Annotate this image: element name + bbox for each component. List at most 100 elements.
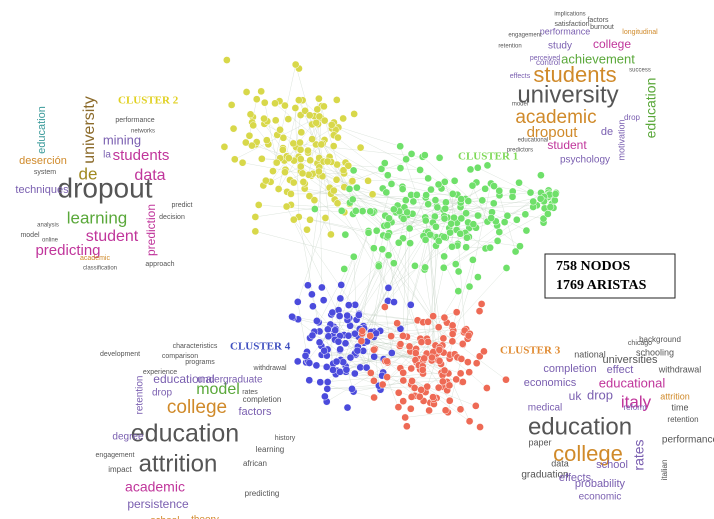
node	[279, 133, 288, 142]
node	[384, 231, 392, 240]
node	[242, 88, 251, 96]
node	[440, 252, 449, 261]
node	[399, 397, 408, 405]
cloud-word: classification	[83, 266, 117, 272]
node	[481, 184, 490, 193]
node	[348, 177, 357, 185]
node	[431, 196, 440, 204]
cloud-word: control	[536, 58, 560, 67]
node	[370, 352, 379, 361]
node	[241, 138, 250, 147]
node	[333, 199, 342, 208]
node	[435, 346, 444, 354]
node	[310, 196, 319, 204]
cloud-word: decision	[159, 214, 185, 221]
cloud-word: online	[42, 238, 59, 244]
node	[368, 190, 377, 199]
cloud-word: medical	[528, 403, 562, 414]
cloud-word: students	[113, 147, 170, 164]
node	[474, 211, 482, 220]
edge	[427, 321, 507, 380]
node	[435, 357, 444, 365]
node	[315, 167, 323, 176]
node	[458, 340, 467, 348]
node	[394, 238, 403, 247]
cloud-word: drop	[624, 113, 641, 122]
node	[282, 202, 291, 211]
node	[429, 312, 437, 320]
node	[358, 207, 367, 215]
node	[389, 205, 398, 214]
node	[407, 364, 416, 373]
cloud-word: retention	[135, 376, 146, 415]
cluster-label: CLUSTER 1	[458, 151, 518, 163]
node	[348, 195, 357, 204]
node	[406, 404, 415, 413]
edge	[432, 267, 444, 317]
cloud-word: economics	[524, 377, 577, 389]
node	[271, 116, 280, 125]
edge	[388, 233, 395, 303]
node	[305, 111, 314, 120]
node	[529, 197, 538, 206]
node	[281, 101, 289, 110]
node	[305, 376, 314, 385]
edge	[308, 124, 319, 175]
cloud-word: chicago	[628, 340, 652, 347]
node	[396, 142, 405, 151]
node	[409, 197, 418, 206]
node	[416, 166, 424, 174]
cloud-word: persistence	[127, 497, 189, 511]
node	[323, 378, 332, 386]
cloud-word: comparison	[162, 353, 198, 360]
edge	[286, 206, 340, 317]
cloud-word: education	[131, 420, 239, 448]
node	[332, 175, 341, 184]
node	[454, 267, 463, 276]
node	[469, 256, 477, 264]
node	[331, 326, 340, 335]
node	[316, 378, 325, 387]
node	[440, 313, 449, 322]
node	[440, 214, 449, 223]
cloud-word: school	[596, 459, 628, 471]
node	[424, 338, 432, 346]
node	[343, 311, 352, 320]
nodes-count: 758 NODOS	[556, 259, 631, 274]
node	[478, 196, 487, 205]
node	[521, 210, 530, 219]
cloud-word: experience	[143, 369, 177, 376]
edge	[349, 203, 389, 288]
node	[511, 247, 520, 256]
node	[466, 165, 475, 174]
node	[291, 104, 300, 112]
node	[301, 106, 309, 115]
cloud-word: achievement	[561, 51, 635, 66]
cloud-word: completion	[543, 363, 596, 375]
node	[405, 224, 414, 233]
node	[260, 114, 268, 123]
edge	[258, 204, 345, 213]
node	[319, 296, 328, 305]
node	[274, 185, 283, 193]
edge	[337, 203, 389, 288]
node	[312, 118, 321, 127]
node	[522, 226, 531, 235]
cloud-word: development	[100, 351, 140, 358]
node	[332, 357, 341, 366]
node	[334, 133, 342, 142]
node	[424, 174, 432, 183]
node	[370, 345, 378, 354]
cloud-word: education	[36, 106, 48, 154]
node	[370, 393, 378, 402]
node	[539, 214, 548, 223]
edge	[338, 309, 418, 321]
cloud-word: academic	[515, 107, 596, 128]
node	[353, 346, 362, 355]
cloud-word: study	[548, 41, 572, 52]
cloud-word: performance	[662, 435, 714, 446]
info-box	[544, 253, 676, 299]
node	[254, 201, 263, 209]
edge	[293, 115, 301, 161]
node	[356, 143, 365, 152]
